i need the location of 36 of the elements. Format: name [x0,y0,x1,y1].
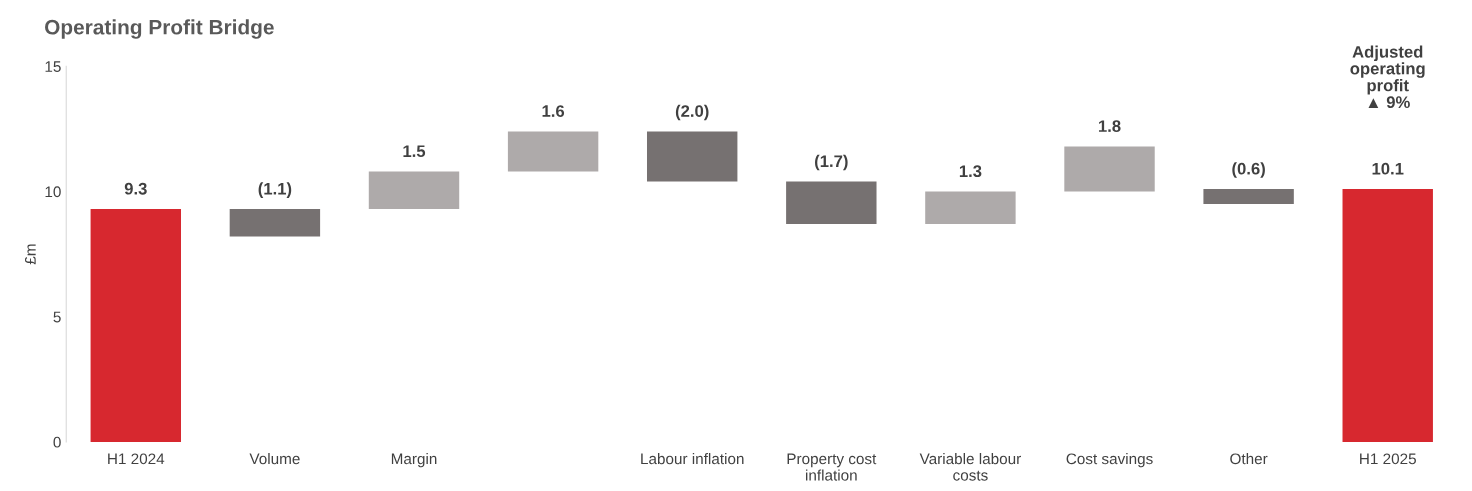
y-tick-label: 15 [45,61,61,72]
bar [1342,188,1433,442]
data-label: 10.1 [1372,162,1404,175]
data-label: (1.1) [258,182,292,198]
x-tick-label: Labour inflation [641,453,744,465]
x-tick-label: H1 2024 [108,453,165,465]
data-label: 1.8 [1098,120,1121,133]
y-axis-title: £m [24,244,36,265]
chart-title: Operating Profit Bridge [45,19,274,39]
y-tick-label: 0 [53,436,61,448]
bar [647,131,738,182]
data-label: 1.3 [959,165,982,178]
annotation: Adjusted operating profit ▲ 9% [1350,45,1425,109]
data-label: (2.0) [675,104,709,121]
bar [786,181,877,225]
data-label: (1.7) [815,154,848,171]
data-label: 1.6 [542,105,565,117]
bar [1203,188,1294,205]
bar [1064,146,1155,192]
bar [90,209,181,442]
x-tick-label: Margin [391,453,437,468]
bar [507,131,599,172]
bar [925,191,1016,225]
x-tick-label: Property cost inflation [787,453,877,481]
x-tick-label: H1 2025 [1360,453,1416,465]
data-label: 9.3 [124,182,147,195]
bar [229,209,321,237]
y-tick-label: 10 [45,186,61,198]
x-tick-label: Volume [249,453,300,465]
x-tick-label: Other [1230,453,1268,465]
x-tick-label: Cost savings [1066,453,1153,468]
data-label: 1.5 [403,145,426,158]
y-tick-label: 5 [53,311,61,323]
bar [368,171,460,210]
data-label: (0.6) [1232,162,1265,178]
x-tick-label: Variable labour costs [919,453,1021,481]
